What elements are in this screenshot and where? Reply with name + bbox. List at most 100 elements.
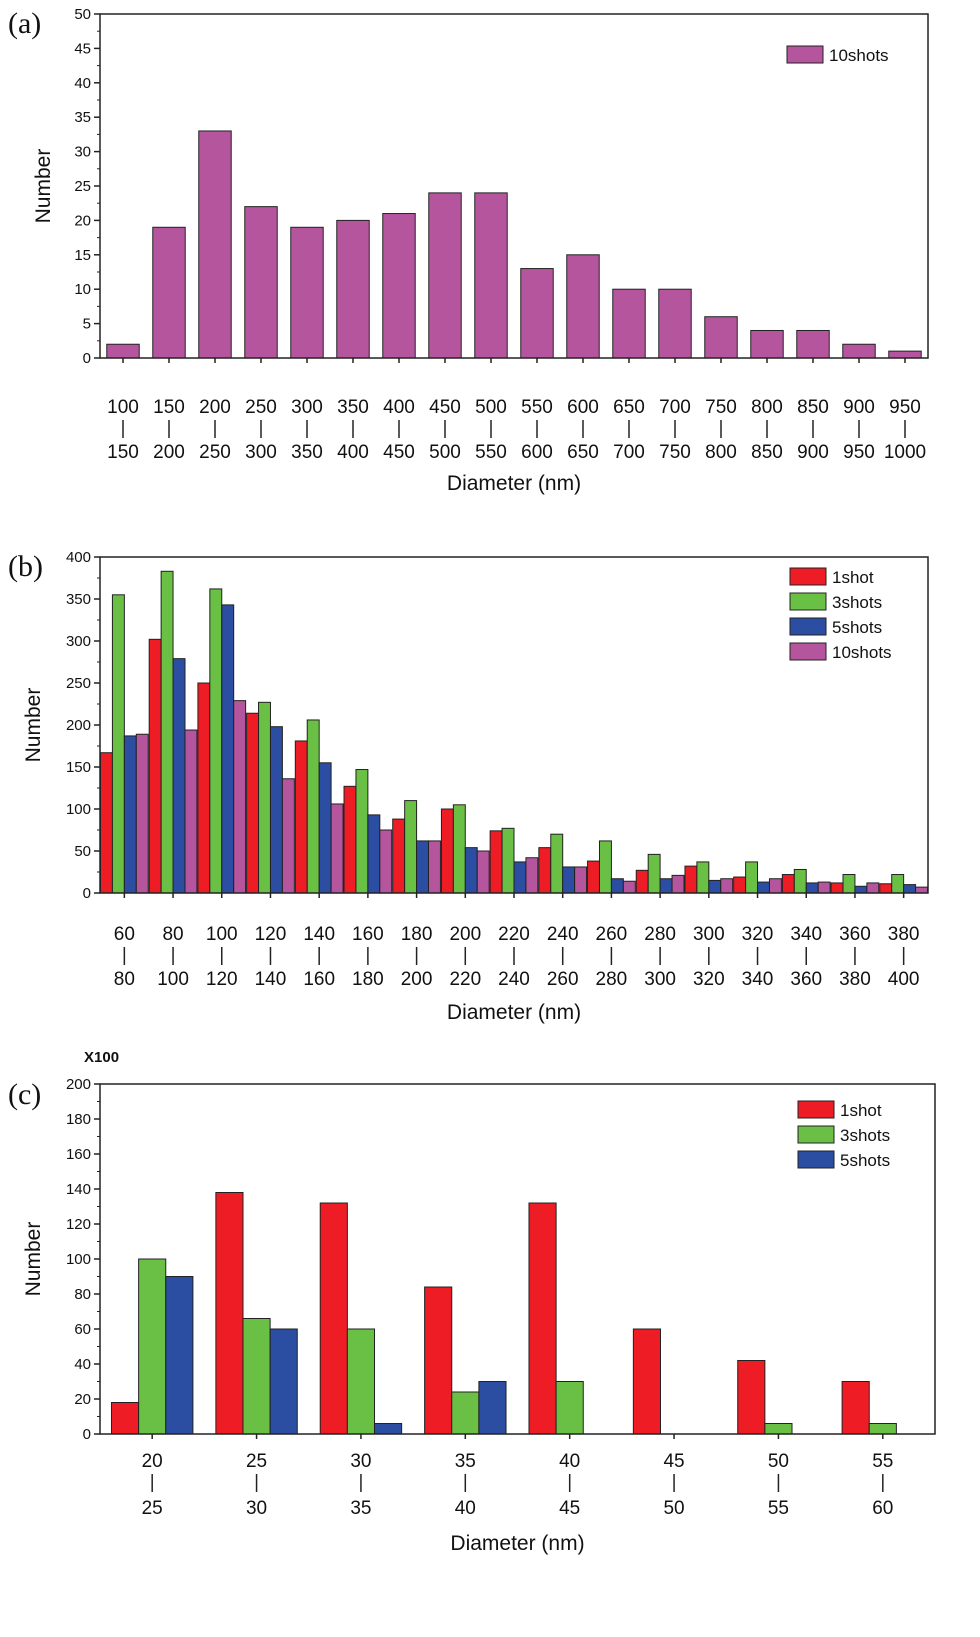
y-axis-title: Number — [22, 688, 45, 763]
y-tick-label: 350 — [66, 591, 91, 608]
x-tick-label-low: 55 — [872, 1451, 893, 1472]
y-tick-label: 20 — [74, 212, 91, 229]
bar-5shots-8 — [513, 861, 527, 894]
panel-label: (c) — [8, 1078, 41, 1111]
x-tick-label-low: 900 — [843, 397, 875, 418]
x-tick-label-low: 350 — [337, 397, 369, 418]
bar-10shots-3 — [244, 206, 278, 359]
y-tick-label: 160 — [66, 1146, 91, 1163]
y-axis-title: Number — [32, 149, 55, 224]
x-tick-label-low: 180 — [401, 924, 433, 945]
legend-swatch-1shot — [789, 567, 827, 586]
bar-1shot-15 — [830, 882, 844, 894]
x-tick-label-high: 800 — [705, 442, 737, 463]
y-tick-label: 200 — [66, 717, 91, 734]
y-tick-label: 0 — [83, 885, 91, 902]
y-tick-label: 400 — [66, 549, 91, 566]
chart-panel-2: 0 50 100 150 200 250 300 350 400 60 80 80 100 100 120 1… — [8, 549, 929, 1024]
y-tick-label: 100 — [66, 801, 91, 818]
bar-1shot-4 — [294, 740, 308, 894]
bar-10shots-12 — [658, 288, 692, 359]
x-tick-label-high: 250 — [199, 442, 231, 463]
bar-3shots-3 — [258, 701, 271, 894]
panel-label: (b) — [8, 550, 43, 583]
bar-3shots-2 — [346, 1328, 376, 1435]
bar-10shots-5 — [379, 829, 393, 894]
x-tick-label-low: 80 — [162, 924, 183, 945]
x-tick-label-high: 160 — [303, 969, 335, 990]
bar-10shots-9 — [520, 268, 554, 359]
x-tick-label-high: 35 — [350, 1498, 371, 1519]
x-tick-label-high: 380 — [839, 969, 871, 990]
x-axis-title: Diameter (nm) — [447, 1001, 581, 1024]
y-tick-label: 140 — [66, 1181, 91, 1198]
bar-5shots-7 — [464, 847, 478, 894]
x-tick-label-low: 160 — [352, 924, 384, 945]
x-tick-label-high: 650 — [567, 442, 599, 463]
bar-5shots-0 — [123, 735, 137, 894]
bar-5shots-1 — [269, 1328, 298, 1435]
bar-10shots-10 — [566, 254, 600, 359]
bar-10shots-3 — [281, 778, 295, 894]
y-tick-label: 60 — [74, 1321, 91, 1338]
y-tick-label: 300 — [66, 633, 91, 650]
bar-1shot-14 — [781, 874, 795, 894]
bar-10shots-7 — [428, 192, 462, 359]
x-tick-label-low: 750 — [705, 397, 737, 418]
bar-10shots-8 — [525, 857, 539, 894]
x-tick-label-low: 240 — [547, 924, 579, 945]
y-tick-label: 25 — [74, 178, 91, 195]
legend-swatch-5shots — [797, 1150, 835, 1169]
bar-3shots-5 — [355, 769, 369, 894]
bar-10shots-0 — [106, 343, 140, 359]
x-tick-label-low: 320 — [742, 924, 774, 945]
y-tick-label: 0 — [83, 1426, 91, 1443]
bar-3shots-1 — [160, 570, 174, 894]
legend: 10shots — [786, 45, 889, 65]
x-tick-label-low: 650 — [613, 397, 645, 418]
x-tick-label-high: 750 — [659, 442, 691, 463]
x-tick-label-high: 280 — [596, 969, 628, 990]
bar-10shots-13 — [704, 316, 738, 359]
bar-1shot-11 — [635, 869, 649, 894]
x-tick-label-high: 400 — [337, 442, 369, 463]
legend-swatch-3shots — [797, 1125, 835, 1144]
bar-10shots-12 — [720, 878, 734, 894]
x-tick-label-high: 60 — [872, 1498, 893, 1519]
bar-10shots-2 — [233, 700, 247, 894]
bar-5shots-9 — [562, 866, 576, 894]
x-tick-label-high: 600 — [521, 442, 553, 463]
bar-10shots-7 — [476, 850, 490, 894]
x-tick-label-high: 340 — [742, 969, 774, 990]
x-tick-label-high: 350 — [291, 442, 323, 463]
bar-10shots-0 — [135, 733, 149, 894]
bar-5shots-2 — [374, 1423, 403, 1435]
x-tick-label-high: 300 — [644, 969, 676, 990]
x-tick-label-high: 550 — [475, 442, 507, 463]
y-tick-label: 180 — [66, 1111, 91, 1128]
x-tick-label-high: 200 — [401, 969, 433, 990]
legend-swatch-10shots — [786, 45, 824, 64]
bar-3shots-14 — [793, 868, 807, 894]
bar-3shots-13 — [745, 861, 759, 894]
bar-3shots-0 — [111, 594, 125, 894]
bar-3shots-6 — [404, 800, 418, 894]
bar-5shots-15 — [854, 885, 868, 894]
legend-swatch-3shots — [789, 592, 827, 611]
bar-1shot-3 — [424, 1286, 453, 1435]
bar-5shots-16 — [903, 884, 917, 894]
bar-1shot-2 — [197, 682, 211, 894]
y-tick-label: 10 — [74, 281, 91, 298]
x-tick-label-low: 40 — [559, 1451, 580, 1472]
y-tick-label: 80 — [74, 1286, 91, 1303]
bar-10shots-8 — [474, 192, 508, 359]
bar-10shots-11 — [612, 288, 646, 359]
bar-5shots-6 — [416, 840, 430, 894]
x-tick-label-high: 320 — [693, 969, 725, 990]
x-tick-label-high: 50 — [663, 1498, 684, 1519]
bar-1shot-7 — [841, 1381, 870, 1435]
x-tick-label-low: 35 — [455, 1451, 476, 1472]
y-multiplier: X100 — [84, 1049, 119, 1066]
bar-5shots-5 — [367, 814, 381, 894]
legend-label-5shots: 5shots — [840, 1151, 890, 1170]
